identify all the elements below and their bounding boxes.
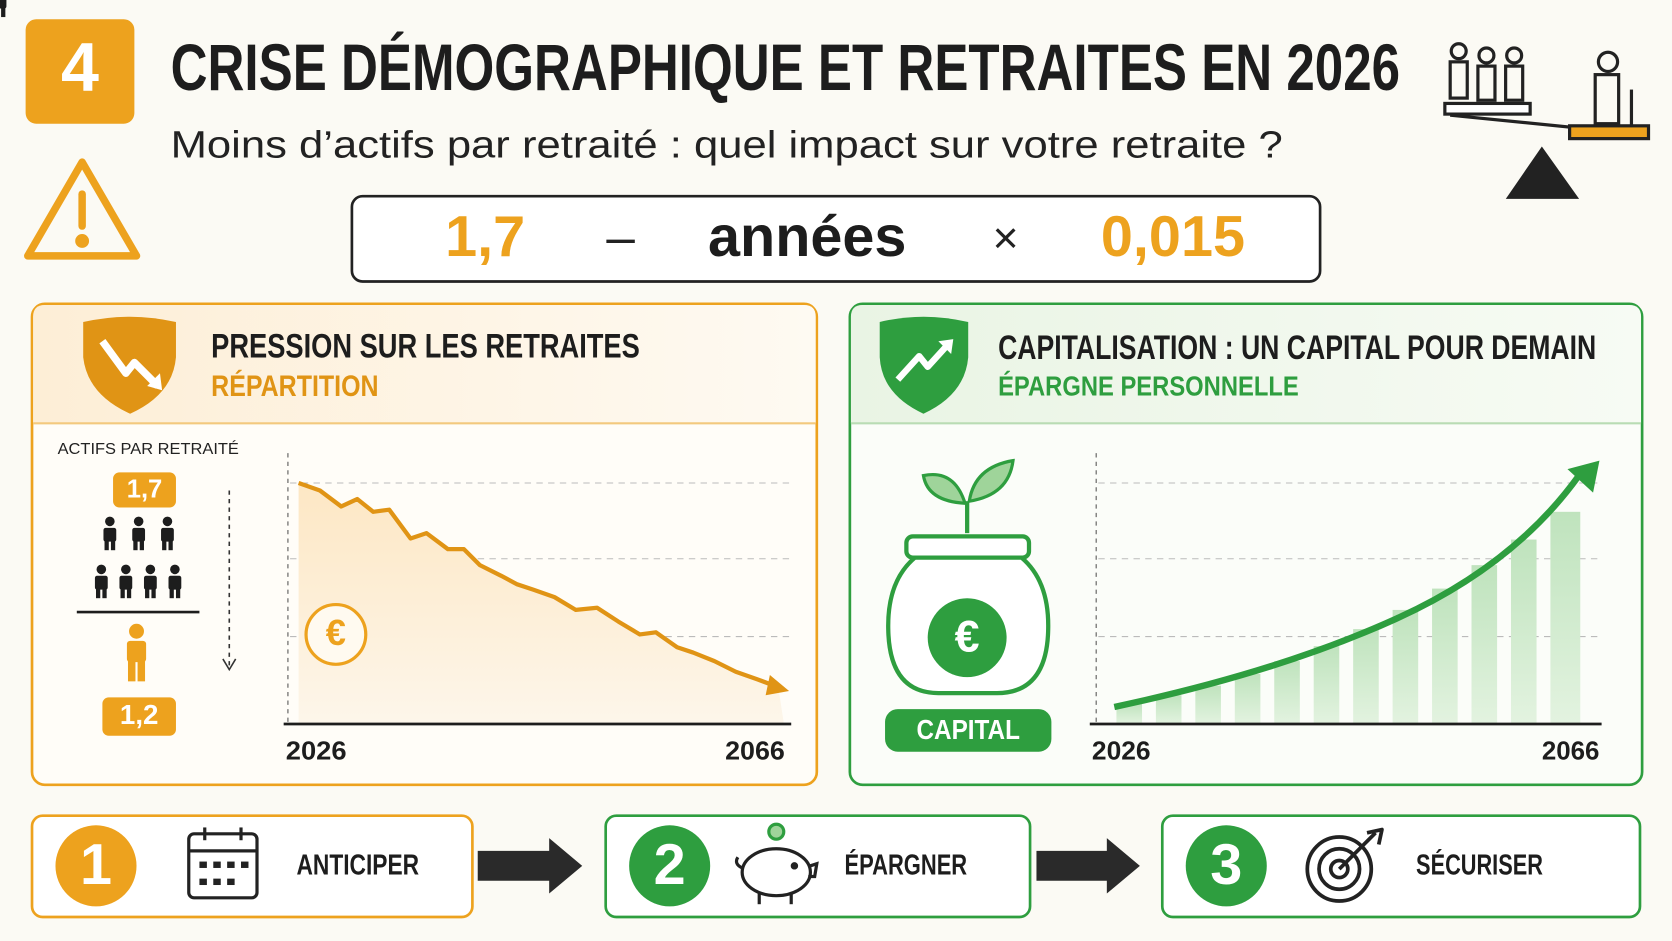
calendar-icon (187, 827, 259, 900)
right-chart (1089, 453, 1602, 726)
x-start: 2026 (1092, 738, 1151, 766)
formula-value: 1,7 (445, 205, 525, 269)
step-label: ÉPARGNER (845, 848, 968, 882)
left-chart (283, 453, 792, 726)
ratio-badge (102, 697, 176, 736)
trend-arrow (222, 490, 237, 672)
x-start: 2026 (286, 738, 347, 766)
panel-subtitle: ÉPARGNE PERSONNELLE (998, 370, 1299, 401)
formula-unit: années (708, 205, 906, 269)
target-icon (1305, 827, 1384, 903)
right-panel-header (850, 304, 1642, 424)
euro-symbol: € (326, 612, 346, 653)
warning-icon (24, 158, 141, 260)
panel-title: PRESSION SUR LES RETRAITES (211, 328, 640, 366)
step-circle (629, 825, 711, 907)
ratio-label: ACTIFS PAR RETRAITÉ (58, 439, 239, 458)
panel-title: CAPITALISATION : UN CAPITAL POUR DEMAIN (998, 329, 1596, 367)
balance-icon (1443, 42, 1651, 199)
jar-icon (885, 458, 1052, 752)
shield-down-icon (83, 316, 176, 414)
step-arrow (1036, 838, 1140, 894)
workers-icon (0, 0, 182, 599)
formula-operator: – (606, 208, 635, 265)
step-arrow (477, 838, 583, 894)
formula-box (350, 194, 1322, 283)
x-end: 2066 (725, 738, 785, 766)
step-box (30, 814, 474, 919)
jar-label: CAPITAL (917, 714, 1020, 745)
step-number: 2 (654, 833, 686, 897)
ratio-from: 1,7 (127, 475, 163, 503)
ratio-badge (113, 472, 176, 508)
left-panel-header (33, 304, 816, 424)
step-circle (1185, 825, 1267, 907)
step-label: ANTICIPER (296, 850, 419, 882)
subtitle: Moins d’actifs par retraité : quel impac… (171, 123, 1283, 166)
euro-symbol: € (955, 612, 980, 662)
x-end: 2066 (1542, 738, 1600, 766)
step-label: SÉCURISER (1416, 848, 1543, 882)
title: CRISE DÉMOGRAPHIQUE ET RETRAITES EN 2026 (171, 30, 1400, 105)
panel-subtitle: RÉPARTITION (211, 369, 378, 403)
formula-value: 0,015 (1101, 205, 1245, 269)
step-circle (55, 825, 137, 907)
step-number: 1 (80, 833, 112, 897)
shield-up-icon (879, 316, 969, 414)
formula-operator: × (992, 213, 1018, 263)
ratio-to: 1,2 (120, 699, 159, 730)
badge-number: 4 (61, 30, 99, 106)
step-number: 3 (1210, 833, 1242, 897)
section-badge (25, 19, 135, 124)
piggy-icon (734, 822, 819, 905)
retiree-icon (126, 623, 147, 682)
step-box (1160, 814, 1642, 919)
